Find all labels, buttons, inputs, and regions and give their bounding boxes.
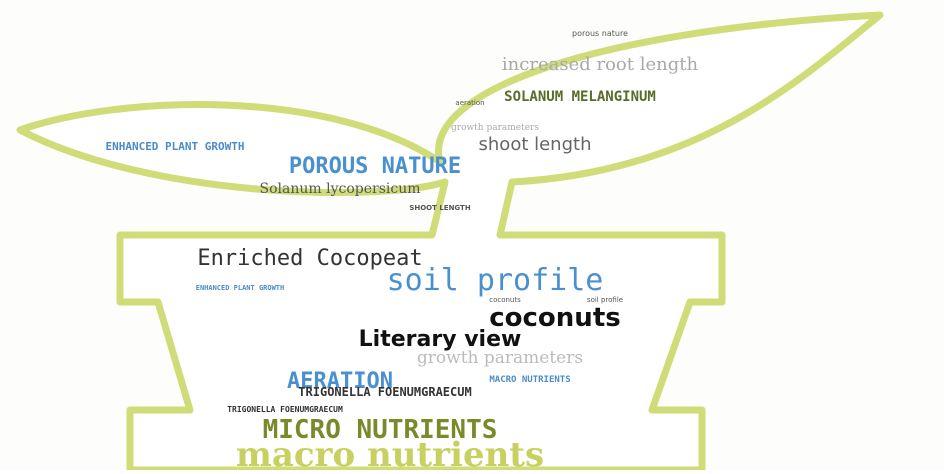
word: increased root length bbox=[502, 54, 699, 75]
word: SOLANUM MELANGINUM bbox=[504, 89, 656, 105]
word: aeration bbox=[455, 99, 484, 107]
word: MACRO NUTRIENTS bbox=[489, 375, 570, 385]
word: TRIGONELLA FOENUMGRAECUM bbox=[298, 385, 471, 399]
word: soil profile bbox=[387, 263, 604, 298]
word: growth parameters bbox=[451, 123, 539, 133]
word: growth parameters bbox=[417, 348, 583, 368]
word: POROUS NATURE bbox=[289, 154, 461, 179]
word: Solanum lycopersicum bbox=[260, 181, 421, 197]
word: shoot length bbox=[479, 134, 592, 155]
word: SHOOT LENGTH bbox=[409, 204, 471, 212]
word: ENHANCED PLANT GROWTH bbox=[105, 140, 244, 153]
word: ENHANCED PLANT GROWTH bbox=[196, 284, 285, 292]
word: coconuts bbox=[489, 296, 521, 304]
word-cloud: increased root length SOLANUM MELANGINUM s… bbox=[0, 0, 944, 470]
word: soil profile bbox=[587, 296, 623, 304]
word: macro nutrients bbox=[236, 435, 544, 470]
word: porous nature bbox=[572, 29, 628, 38]
word: TRIGONELLA FOENUMGRAECUM bbox=[227, 405, 343, 414]
